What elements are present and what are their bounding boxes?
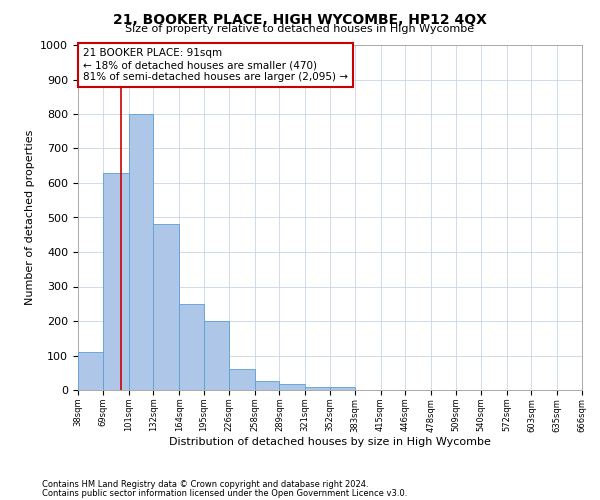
Bar: [204, 321, 229, 390]
Bar: [128, 114, 154, 390]
Bar: [305, 386, 330, 390]
X-axis label: Distribution of detached houses by size in High Wycombe: Distribution of detached houses by size …: [169, 437, 491, 447]
Text: Size of property relative to detached houses in High Wycombe: Size of property relative to detached ho…: [125, 24, 475, 34]
Y-axis label: Number of detached properties: Number of detached properties: [25, 130, 35, 305]
Bar: [78, 352, 103, 390]
Bar: [280, 384, 305, 390]
Text: Contains HM Land Registry data © Crown copyright and database right 2024.: Contains HM Land Registry data © Crown c…: [42, 480, 368, 489]
Bar: [179, 304, 204, 390]
Bar: [229, 370, 254, 390]
Text: 21, BOOKER PLACE, HIGH WYCOMBE, HP12 4QX: 21, BOOKER PLACE, HIGH WYCOMBE, HP12 4QX: [113, 12, 487, 26]
Bar: [330, 386, 355, 390]
Text: 21 BOOKER PLACE: 91sqm
← 18% of detached houses are smaller (470)
81% of semi-de: 21 BOOKER PLACE: 91sqm ← 18% of detached…: [83, 48, 348, 82]
Bar: [154, 224, 179, 390]
Bar: [254, 382, 280, 390]
Text: Contains public sector information licensed under the Open Government Licence v3: Contains public sector information licen…: [42, 488, 407, 498]
Bar: [103, 172, 128, 390]
